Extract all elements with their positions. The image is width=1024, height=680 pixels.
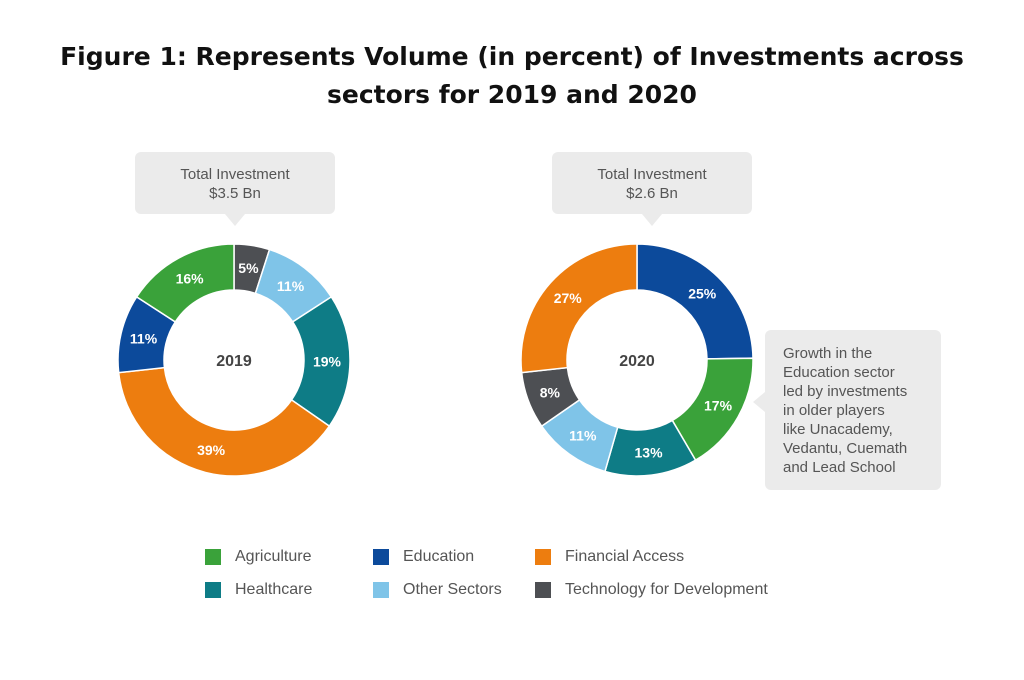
slice-label-financial-access-2020: 27%: [554, 290, 583, 306]
slice-label-technology-for-development-2020: 8%: [540, 385, 561, 401]
slice-financial-access-2020: [520, 243, 638, 374]
legend-item-other-sectors: Other Sectors: [373, 581, 502, 599]
slice-label-financial-access-2019: 39%: [197, 442, 226, 458]
slice-education-2020: [636, 243, 754, 360]
side-callout-line-7: and Lead School: [783, 459, 896, 476]
legend-swatch-healthcare: [205, 582, 221, 598]
slice-financial-access-2019: [117, 366, 331, 477]
legend-swatch-education: [373, 549, 389, 565]
callout-2020-line-1: Total Investment: [597, 166, 707, 183]
slice-label-agriculture-2020: 17%: [704, 398, 733, 414]
legend: Agriculture Education Financial Access Heal…: [205, 548, 805, 618]
callout-2019-line-1: Total Investment: [180, 166, 290, 183]
slice-label-education-2019: 11%: [130, 331, 158, 347]
education-growth-callout: Growth in the Education sector led by in…: [753, 330, 941, 490]
legend-label-other-sectors: Other Sectors: [403, 581, 502, 598]
legend-item-financial-access: Financial Access: [535, 548, 684, 566]
legend-label-education: Education: [403, 548, 475, 565]
center-year-label-2019: 2019: [216, 353, 252, 370]
donut-chart-2019: 5% 11% 19% 39% 11% 16% 2019: [117, 243, 351, 477]
legend-item-healthcare: Healthcare: [205, 581, 312, 599]
side-callout-line-2: Education sector: [783, 364, 895, 381]
legend-swatch-other-sectors: [373, 582, 389, 598]
side-callout-line-3: led by investments: [783, 383, 908, 400]
slice-label-healthcare-2019: 19%: [313, 353, 342, 369]
legend-swatch-financial-access: [535, 549, 551, 565]
callout-2019-line-2: $3.5 Bn: [209, 185, 261, 202]
total-investment-2019-callout: Total Investment $3.5 Bn: [135, 152, 335, 226]
title-line-2: sectors for 2019 and 2020: [327, 80, 697, 109]
legend-label-technology-for-development: Technology for Development: [565, 581, 768, 598]
side-callout-line-6: Vedantu, Cuemath: [783, 440, 908, 457]
legend-swatch-agriculture: [205, 549, 221, 565]
title-line-1: Figure 1: Represents Volume (in percent)…: [60, 42, 964, 71]
callout-2020-line-2: $2.6 Bn: [626, 185, 678, 202]
slice-label-education-2020: 25%: [688, 286, 717, 302]
slice-label-technology-for-development-2019: 5%: [238, 260, 259, 276]
slice-label-healthcare-2020: 13%: [635, 444, 664, 460]
center-year-label-2020: 2020: [619, 353, 655, 370]
legend-label-financial-access: Financial Access: [565, 548, 685, 565]
legend-item-technology-for-development: Technology for Development: [535, 581, 768, 599]
legend-item-agriculture: Agriculture: [205, 548, 311, 566]
slice-label-agriculture-2019: 16%: [176, 270, 205, 286]
legend-swatch-technology-for-development: [535, 582, 551, 598]
legend-label-healthcare: Healthcare: [235, 581, 313, 598]
side-callout-line-1: Growth in the: [783, 345, 873, 362]
donut-chart-2020: 25% 17% 13% 11% 8% 27% 2020: [520, 243, 754, 477]
side-callout-line-5: like Unacademy,: [783, 421, 893, 438]
legend-label-agriculture: Agriculture: [235, 548, 312, 565]
legend-item-education: Education: [373, 548, 474, 566]
chart-title: Figure 1: Represents Volume (in percent)…: [0, 38, 1024, 114]
slice-label-other-sectors-2019: 11%: [277, 278, 305, 294]
side-callout-line-4: in older players: [783, 402, 885, 419]
slice-agriculture-2019: [135, 243, 235, 323]
slice-label-other-sectors-2020: 11%: [569, 428, 597, 444]
total-investment-2020-callout: Total Investment $2.6 Bn: [552, 152, 752, 226]
